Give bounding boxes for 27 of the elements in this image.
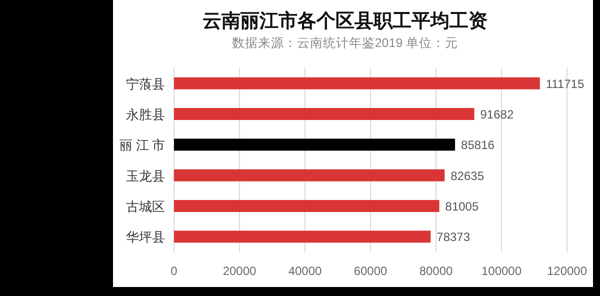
data-label: 85816 [461, 138, 495, 152]
data-label: 78373 [436, 230, 470, 244]
x-tick-label: 80000 [419, 264, 454, 278]
x-tick-label: 40000 [288, 264, 322, 278]
bar [174, 77, 540, 90]
bar [174, 200, 440, 212]
data-label: 91682 [480, 108, 514, 122]
data-label: 111715 [546, 76, 584, 91]
data-label: 82635 [450, 168, 484, 183]
y-tick-label: 宁蒗县 [126, 76, 165, 92]
data-label: 81005 [445, 200, 479, 214]
y-tick-label: 玉龙县 [126, 168, 165, 184]
y-tick-label: 古城区 [126, 199, 165, 214]
chart-subtitle: 数据来源：云南统计年鉴2019 单位：元 [232, 36, 458, 50]
y-tick-label: 华坪县 [126, 230, 165, 245]
bar [174, 230, 431, 243]
bar [174, 108, 474, 120]
chart-title: 云南丽江市各个区县职工平均工资 [202, 10, 488, 32]
x-tick-label: 100000 [481, 264, 522, 278]
y-tick-label: 丽 江 市 [120, 138, 165, 153]
bar [174, 138, 456, 151]
y-tick-label: 永胜县 [126, 107, 165, 122]
x-tick-label: 20000 [222, 264, 257, 278]
x-tick-label: 0 [170, 264, 178, 278]
bar [174, 169, 445, 182]
x-tick-label: 120000 [546, 264, 588, 278]
x-tick-label: 60000 [354, 264, 388, 278]
